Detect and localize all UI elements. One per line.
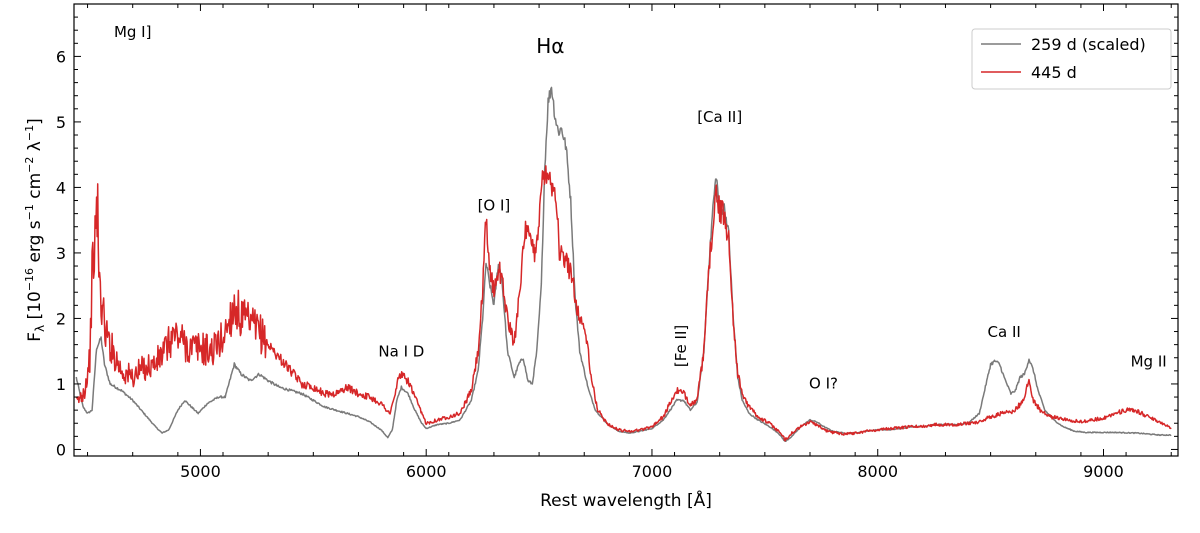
x-axis-label: Rest wavelength [Å]	[540, 489, 712, 511]
annotation-label: Mg I]	[114, 23, 152, 41]
y-tick-label: 3	[56, 244, 66, 263]
y-tick-label: 2	[56, 309, 66, 328]
annotations: Mg I] Hα [Ca II] [O I] Na I D [Fe II] O I? Ca I…	[114, 23, 1167, 393]
legend-label-259d: 259 d (scaled)	[1031, 35, 1146, 54]
series-line-445d	[75, 165, 1172, 442]
annotation-label: Hα	[536, 34, 564, 58]
axis-ticks: 5000 6000 7000 8000 9000 0 1 2 3 4 5 6	[56, 4, 1178, 481]
x-tick-label: 5000	[180, 462, 221, 481]
y-tick-label: 0	[56, 440, 66, 459]
annotation-label: O I?	[809, 375, 838, 393]
x-tick-label: 6000	[406, 462, 447, 481]
annotation-label: [Ca II]	[697, 108, 742, 126]
x-tick-label: 8000	[857, 462, 898, 481]
x-tick-label: 9000	[1083, 462, 1124, 481]
legend-label-445d: 445 d	[1031, 63, 1077, 82]
annotation-label: Mg II	[1131, 352, 1167, 370]
legend: 259 d (scaled) 445 d	[971, 28, 1172, 90]
x-tick-label: 7000	[632, 462, 673, 481]
legend-box	[971, 28, 1172, 90]
y-tick-label: 6	[56, 47, 66, 66]
y-tick-label: 4	[56, 178, 66, 197]
annotation-label: [Fe II]	[672, 325, 690, 367]
plot-lines	[75, 86, 1172, 443]
y-tick-label: 5	[56, 113, 66, 132]
annotation-label: Na I D	[378, 342, 424, 360]
y-axis-label: Fλ [10−16 erg s−1 cm−2 λ−1]	[23, 118, 47, 341]
annotation-label: Ca II	[988, 323, 1021, 341]
plot-frame	[73, 3, 1179, 457]
annotation-label: [O I]	[478, 196, 511, 214]
y-tick-label: 1	[56, 375, 66, 394]
